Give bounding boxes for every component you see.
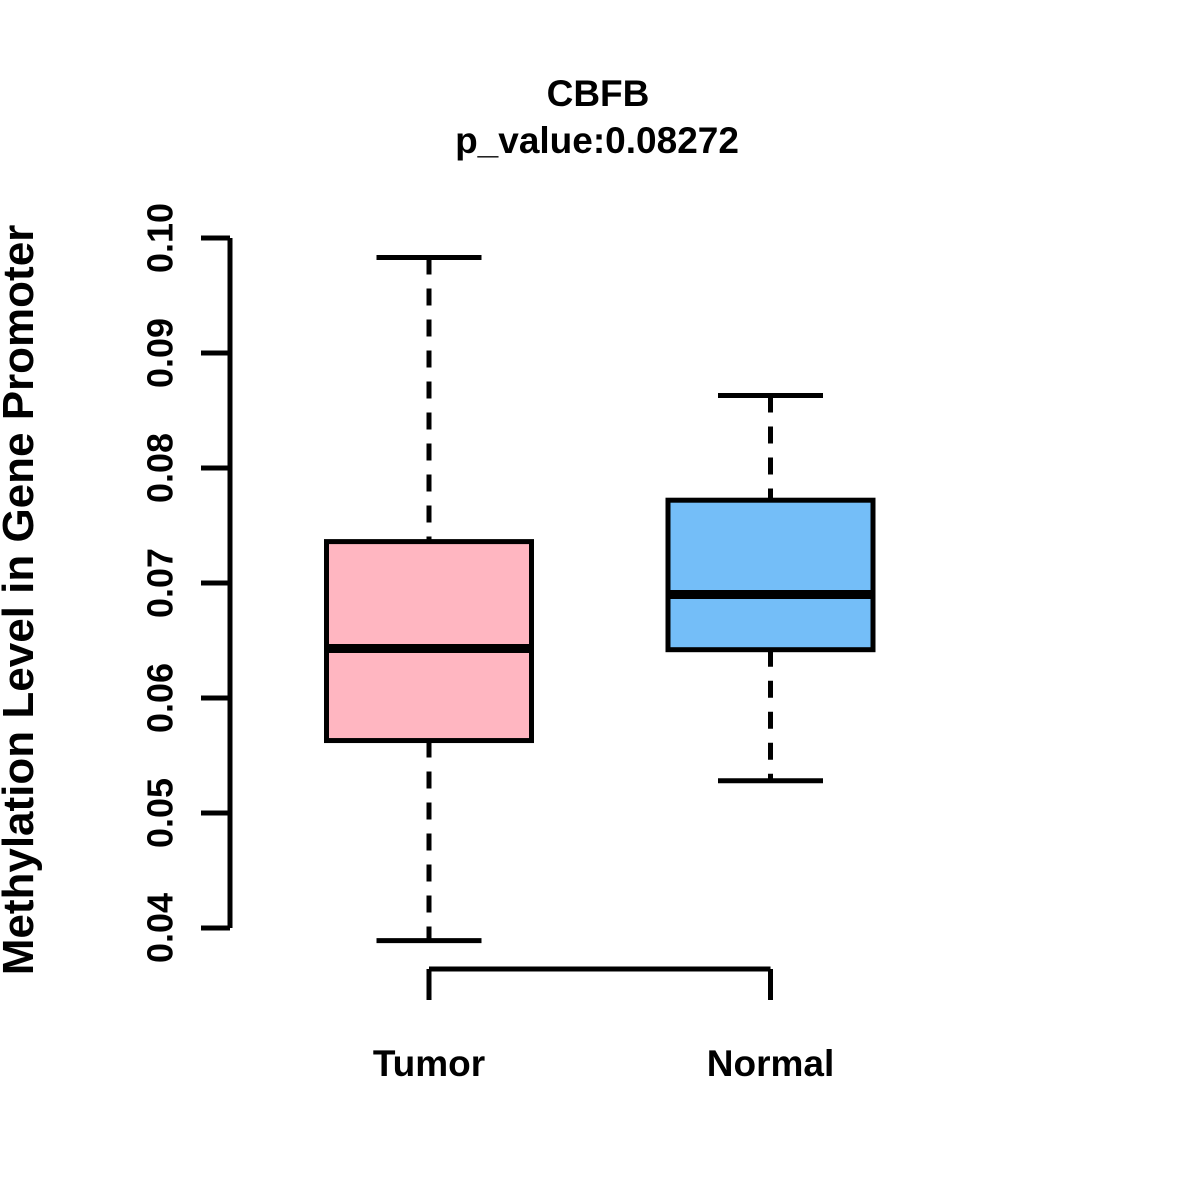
y-tick-label: 0.10 — [140, 203, 181, 273]
box-tumor — [324, 539, 534, 744]
box-group-normal — [665, 393, 876, 784]
y-tick-label: 0.04 — [140, 893, 181, 963]
boxes — [324, 255, 876, 944]
y-tick-label: 0.06 — [140, 663, 181, 733]
x-category-label-normal: Normal — [707, 1043, 834, 1084]
y-tick-label: 0.09 — [140, 318, 181, 388]
x-category-label-tumor: Tumor — [373, 1043, 485, 1084]
x-axis: Tumor Normal — [373, 966, 834, 1084]
chart-subtitle: p_value:0.08272 — [455, 120, 739, 161]
y-tick-label: 0.07 — [140, 548, 181, 618]
y-tick-label: 0.08 — [140, 433, 181, 503]
box-normal — [665, 497, 876, 653]
box-group-tumor — [324, 255, 534, 944]
y-axis-title: Methylation Level in Gene Promoter — [0, 225, 43, 976]
chart-title: CBFB — [547, 73, 650, 114]
y-tick-label: 0.05 — [140, 778, 181, 848]
y-axis: 0.04 0.05 0.06 0.07 0.08 0.09 0.10 — [140, 203, 233, 963]
